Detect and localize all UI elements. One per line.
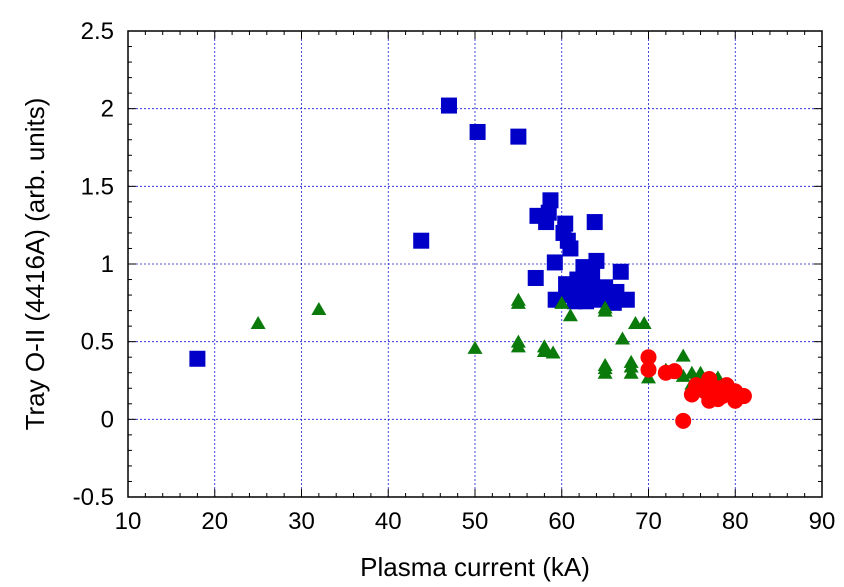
y-tick-label: 1.5 (81, 173, 114, 200)
square-point (540, 204, 557, 221)
triangle-point (597, 300, 613, 314)
triangle-point (554, 295, 570, 309)
x-tick-label: 40 (375, 508, 402, 535)
circle-point (640, 349, 657, 366)
square-point (542, 192, 559, 209)
triangle-point (545, 345, 561, 359)
square-point (546, 254, 563, 271)
triangle-point (510, 334, 526, 348)
x-tick-label: 20 (201, 508, 228, 535)
triangle-point (614, 331, 630, 345)
triangle-point (536, 339, 552, 353)
x-tick-label: 70 (635, 508, 662, 535)
square-point (557, 215, 574, 232)
square-point (588, 252, 605, 269)
square-point (612, 263, 629, 280)
data-points (189, 97, 752, 429)
y-tick-label: -0.5 (73, 484, 114, 511)
y-tick-label: 0 (101, 406, 114, 433)
square-point (527, 269, 544, 286)
axis-ticks (127, 30, 823, 498)
triangle-point (562, 308, 578, 322)
y-tick-label: 0.5 (81, 329, 114, 356)
square-point (413, 232, 430, 249)
x-tick-label: 30 (288, 508, 315, 535)
y-tick-label: 2.5 (81, 18, 114, 45)
x-tick-label: 10 (115, 508, 142, 535)
y-axis-title: Tray O-II (4416A) (arb. units) (20, 98, 50, 431)
triangle-point (675, 348, 691, 362)
y-tick-label: 2 (101, 96, 114, 123)
square-point (586, 214, 603, 231)
circle-point (735, 388, 752, 405)
circle-point (675, 412, 692, 429)
circle-point (640, 361, 657, 378)
square-point (569, 271, 586, 288)
triangle-point (311, 302, 327, 316)
circle-point (666, 363, 683, 380)
tick-labels: 10 20 30 40 50 60 70 80 90 -0.5 0 0.5 1 1.5 2 2.5 (73, 18, 836, 535)
triangle-point (250, 316, 266, 330)
x-tick-label: 90 (809, 508, 836, 535)
x-tick-label: 60 (548, 508, 575, 535)
square-point (189, 350, 206, 367)
square-point (584, 268, 601, 285)
grid-lines (128, 31, 822, 497)
triangle-point (636, 316, 652, 330)
triangle-point (623, 354, 639, 368)
y-tick-label: 1 (101, 251, 114, 278)
triangle-point (467, 340, 483, 354)
triangle-point (510, 292, 526, 306)
square-point (510, 128, 527, 145)
square-point (469, 123, 486, 140)
x-tick-label: 50 (462, 508, 489, 535)
x-tick-label: 80 (722, 508, 749, 535)
square-point (578, 293, 595, 310)
square-point (618, 291, 635, 308)
square-point (562, 240, 579, 257)
square-point (440, 97, 457, 114)
x-axis-title: Plasma current (kA) (360, 552, 590, 582)
triangle-point (597, 357, 613, 371)
